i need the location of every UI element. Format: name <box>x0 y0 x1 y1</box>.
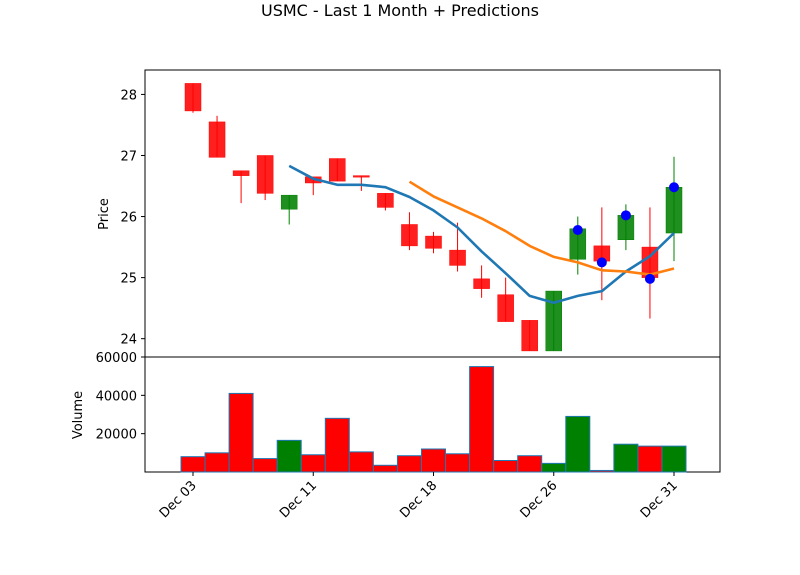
volume-bar <box>469 366 495 473</box>
price-axes-frame <box>144 69 721 358</box>
candle-body <box>521 320 538 352</box>
volume-bar <box>445 453 471 473</box>
candle-body <box>449 249 466 266</box>
chart-title: USMC - Last 1 Month + Predictions <box>261 1 539 20</box>
volume-ytick-label: 60000 <box>96 351 137 366</box>
volume-bar <box>252 458 278 473</box>
prediction-point <box>596 257 607 268</box>
plot-layer: 24 25 26 27 28 20000 40000 60000 Dec 03 Dec 11 Dec… <box>96 69 721 521</box>
prediction-point <box>572 224 583 235</box>
price-ytick-label: 28 <box>120 88 137 103</box>
volume-ytick-label: 20000 <box>96 428 137 443</box>
series-line-orange <box>408 180 675 276</box>
series-line-blue <box>288 164 675 305</box>
candle-body <box>473 278 490 289</box>
candle-body <box>377 193 394 208</box>
volume-bar <box>493 460 519 473</box>
volume-bar <box>565 415 591 473</box>
candle-body <box>401 224 418 247</box>
volume-bar <box>637 445 663 473</box>
price-ytick-label: 26 <box>120 211 137 226</box>
xtick-label: Dec 03 <box>157 478 200 521</box>
candle-body <box>184 83 202 112</box>
xtick-label: Dec 11 <box>277 478 320 521</box>
xtick-label: Dec 31 <box>638 478 681 521</box>
volume-ytick-label: 40000 <box>96 389 137 404</box>
volume-bar <box>348 451 374 473</box>
volume-bar <box>589 469 615 473</box>
volume-bar <box>396 455 422 473</box>
volume-bar <box>204 452 230 473</box>
candle-body <box>280 194 298 210</box>
candle-body <box>425 235 442 249</box>
prediction-point <box>620 210 631 221</box>
price-axis-label: Price <box>97 198 112 230</box>
volume-bar <box>180 456 206 473</box>
prediction-point <box>669 182 679 193</box>
volume-bar <box>541 462 567 473</box>
candle-body <box>232 170 250 176</box>
volume-bar <box>324 417 350 473</box>
price-ytick-label: 25 <box>120 272 137 287</box>
candle-body <box>665 186 683 234</box>
prediction-point <box>644 273 655 284</box>
price-ytick-label: 27 <box>120 149 137 164</box>
volume-bar <box>300 454 326 473</box>
volume-bar <box>421 448 446 473</box>
candle-body <box>545 290 562 352</box>
xtick-label: Dec 18 <box>397 478 440 521</box>
price-ytick-label: 24 <box>120 333 137 348</box>
candle-body <box>208 121 226 158</box>
candle-body <box>497 294 514 322</box>
volume-bar <box>661 445 687 473</box>
xtick-label: Dec 26 <box>518 478 561 521</box>
volume-axis-label: Volume <box>71 391 86 439</box>
candle-body <box>329 158 346 182</box>
volume-bar <box>228 392 254 473</box>
volume-bar <box>276 439 302 473</box>
candle-body <box>256 155 274 194</box>
volume-bar <box>613 443 639 473</box>
volume-bar <box>517 455 543 473</box>
volume-bar <box>372 464 398 473</box>
candle-body <box>353 175 370 178</box>
